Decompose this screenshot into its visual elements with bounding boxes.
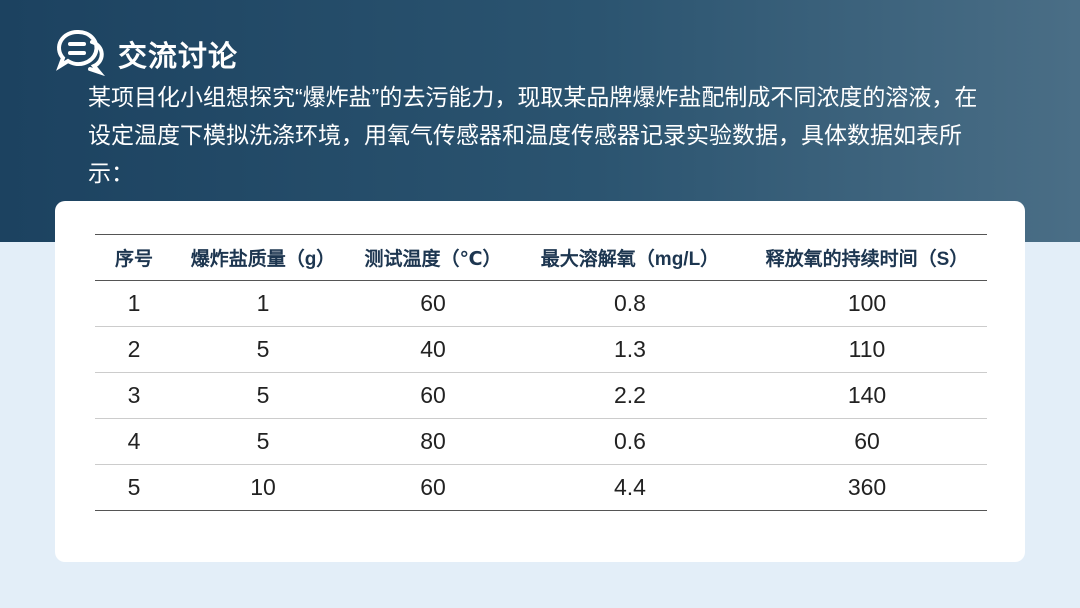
title-text: 交流讨论 bbox=[118, 39, 239, 73]
cell: 60 bbox=[747, 418, 987, 465]
cell: 1.3 bbox=[513, 326, 747, 373]
cell: 60 bbox=[353, 372, 513, 419]
slide-title: 交流讨论 bbox=[56, 28, 238, 80]
cell: 0.6 bbox=[513, 418, 747, 465]
header-cell: 最大溶解氧（mg/L） bbox=[513, 234, 747, 281]
header-cell: 爆炸盐质量（g） bbox=[173, 234, 353, 281]
header-cell: 序号 bbox=[95, 234, 173, 281]
cell: 360 bbox=[747, 464, 987, 511]
data-table: 序号 爆炸盐质量（g） 测试温度（℃） 最大溶解氧（mg/L） 释放氧的持续时间… bbox=[95, 234, 987, 511]
cell: 80 bbox=[353, 418, 513, 465]
cell: 5 bbox=[173, 326, 353, 373]
table-row: 3 5 60 2.2 140 bbox=[95, 372, 987, 419]
table-header-row: 序号 爆炸盐质量（g） 测试温度（℃） 最大溶解氧（mg/L） 释放氧的持续时间… bbox=[95, 234, 987, 281]
table-row: 4 5 80 0.6 60 bbox=[95, 418, 987, 465]
cell: 4 bbox=[95, 418, 173, 465]
cell: 3 bbox=[95, 372, 173, 419]
table-row: 5 10 60 4.4 360 bbox=[95, 464, 987, 511]
cell: 0.8 bbox=[513, 280, 747, 327]
cell: 110 bbox=[747, 326, 987, 373]
cell: 1 bbox=[95, 280, 173, 327]
table-card: 序号 爆炸盐质量（g） 测试温度（℃） 最大溶解氧（mg/L） 释放氧的持续时间… bbox=[55, 201, 1025, 562]
cell: 5 bbox=[173, 418, 353, 465]
table-row: 2 5 40 1.3 110 bbox=[95, 326, 987, 373]
intro-paragraph: 某项目化小组想探究“爆炸盐”的去污能力，现取某品牌爆炸盐配制成不同浓度的溶液，在… bbox=[88, 84, 978, 186]
cell: 1 bbox=[173, 280, 353, 327]
cell: 10 bbox=[173, 464, 353, 511]
cell: 60 bbox=[353, 464, 513, 511]
cell: 2.2 bbox=[513, 372, 747, 419]
cell: 5 bbox=[173, 372, 353, 419]
cell: 100 bbox=[747, 280, 987, 327]
chat-bubbles-icon bbox=[56, 28, 108, 80]
table-row: 1 1 60 0.8 100 bbox=[95, 280, 987, 327]
header-cell: 测试温度（℃） bbox=[353, 234, 513, 281]
cell: 4.4 bbox=[513, 464, 747, 511]
cell: 140 bbox=[747, 372, 987, 419]
header-cell: 释放氧的持续时间（S） bbox=[747, 234, 987, 281]
cell: 2 bbox=[95, 326, 173, 373]
cell: 40 bbox=[353, 326, 513, 373]
cell: 5 bbox=[95, 464, 173, 511]
cell: 60 bbox=[353, 280, 513, 327]
